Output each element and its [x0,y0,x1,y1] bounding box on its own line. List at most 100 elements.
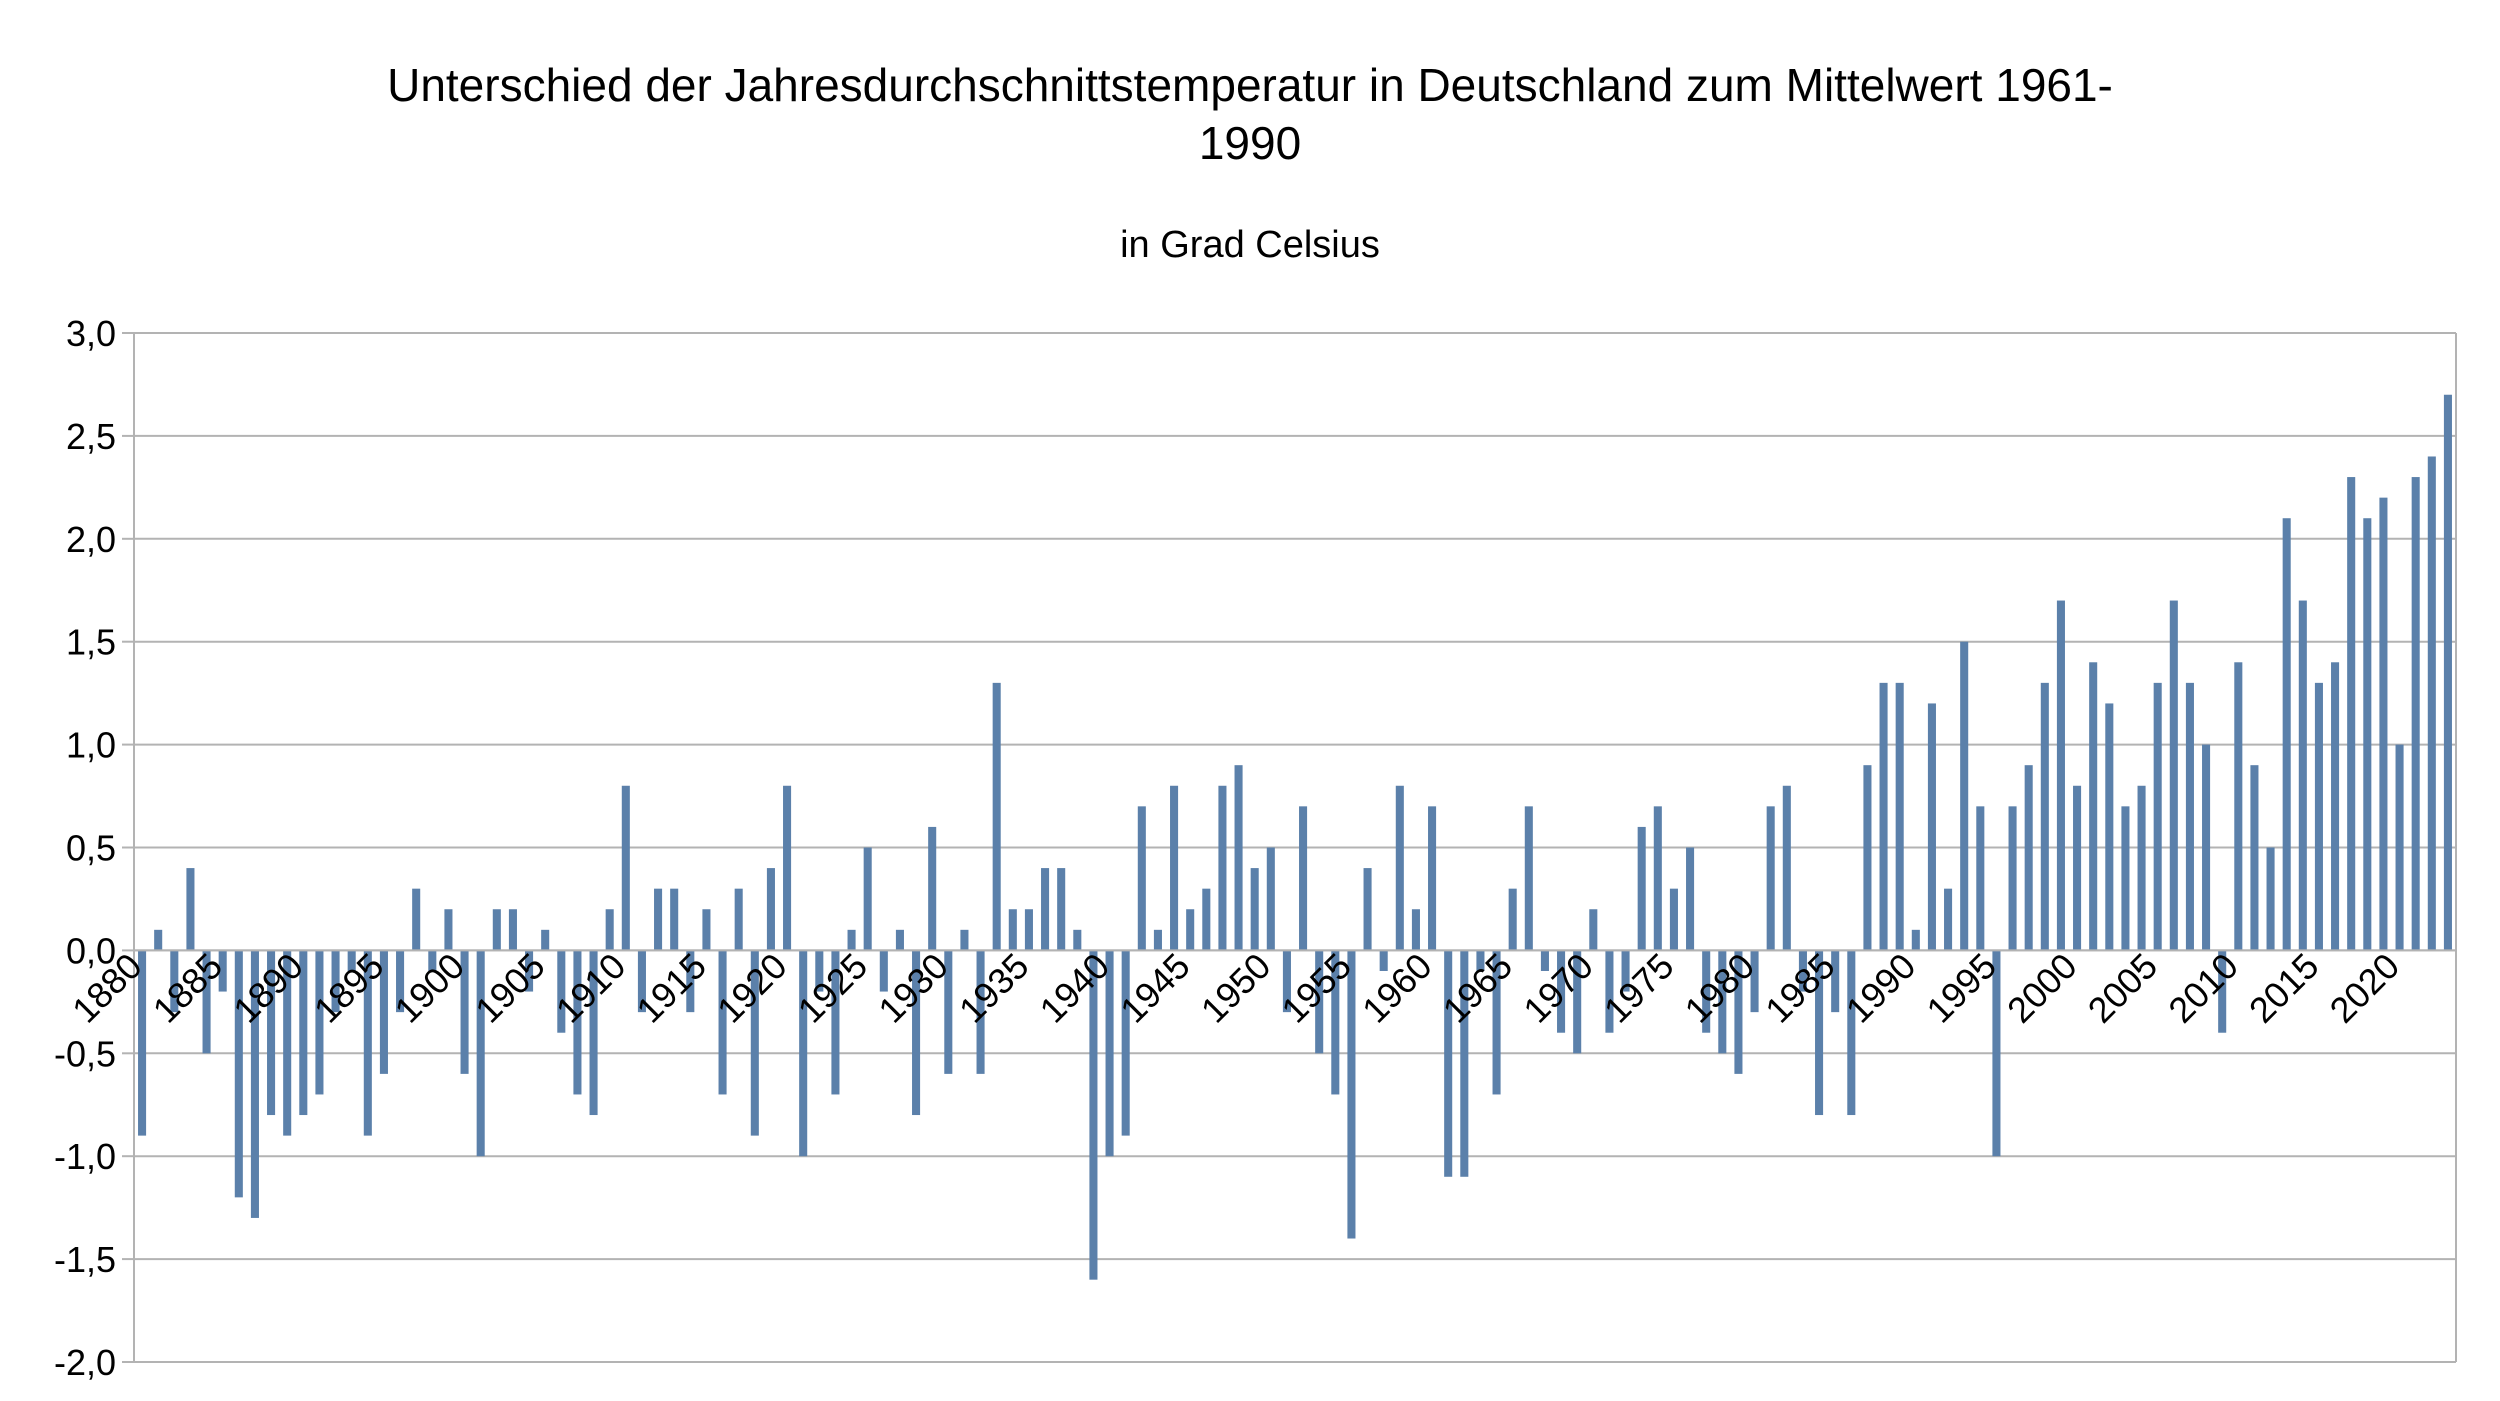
bar-1905 [525,950,534,992]
bar-1949 [1234,765,1243,951]
bar-1999 [2040,682,2049,951]
bar-1978 [1702,950,1711,1033]
bar-1964 [1476,950,1485,971]
bar-1959 [1395,785,1404,951]
bar-1919 [750,950,759,1136]
bar-1911 [621,785,630,951]
bar-2004 [2121,806,2130,951]
bar-1904 [508,909,517,951]
chart-title: Unterschied der Jahresdurchschnittstempe… [0,56,2500,172]
bar-1890 [283,950,292,1136]
bar-1910 [605,909,614,951]
bar-1926 [863,847,872,951]
bar-1931 [944,950,953,1074]
y-tick-label: -1,5 [54,1239,116,1280]
bar-2022 [2411,477,2420,951]
bar-1922 [799,950,808,1157]
bar-1973 [1621,950,1630,992]
bar-1966 [1508,888,1517,951]
bar-2016 [2314,682,2323,951]
bar-1914 [670,888,679,951]
x-tick-label: 1885 [145,945,231,1031]
bar-2024 [2443,394,2452,951]
bar-2002 [2089,662,2098,951]
bar-1942 [1121,950,1130,1136]
y-tick-label: 0,0 [66,930,116,971]
bar-1915 [686,950,695,1013]
chart-title-line-2: 1990 [1198,117,1302,169]
bar-1993 [1944,888,1953,951]
bar-1954 [1315,950,1324,1054]
bar-1988 [1863,765,1872,951]
bar-1906 [541,929,550,951]
bar-1982 [1766,806,1775,951]
bar-1912 [637,950,646,1013]
bar-2005 [2137,785,2146,951]
bar-2020 [2379,497,2388,951]
bar-1921 [783,785,792,951]
x-tick-label: 2015 [2241,945,2327,1031]
bar-1979 [1718,950,1727,1054]
bar-1997 [2008,806,2017,951]
bar-1903 [492,909,501,951]
bar-2015 [2298,600,2307,951]
y-tick-label: 1,5 [66,622,116,663]
bar-1897 [396,950,405,1013]
bar-1974 [1637,826,1646,951]
bar-1960 [1411,909,1420,951]
bar-1998 [2024,765,2033,951]
bar-1891 [299,950,308,1116]
bar-1943 [1137,806,1146,951]
bar-1934 [992,682,1001,951]
bar-2017 [2331,662,2340,951]
bar-1927 [879,950,888,992]
bar-1881 [138,950,147,1136]
bar-1969 [1557,950,1566,1033]
bar-1996 [1992,950,2001,1157]
plot-frame [133,333,2457,1362]
bar-1961 [1428,806,1437,951]
bar-1883 [170,950,179,1013]
bar-1916 [702,909,711,951]
bar-1970 [1573,950,1582,1054]
bar-2010 [2218,950,2227,1033]
bars [138,394,2452,1280]
bar-1885 [202,950,211,1054]
bar-1971 [1589,909,1598,951]
x-tick-label: 1950 [1193,945,1279,1031]
y-tick-label: 2,0 [66,519,116,560]
bar-2009 [2202,744,2211,951]
bar-1951 [1266,847,1275,951]
y-tick-label: -1,0 [54,1136,116,1177]
bar-2003 [2105,703,2114,951]
bar-1882 [154,929,163,951]
bar-1965 [1492,950,1501,1095]
bar-1968 [1540,950,1549,971]
bar-2007 [2169,600,2178,951]
bar-2018 [2347,477,2356,951]
x-axis-tick-labels: 1880188518901895190019051910191519201925… [64,945,2407,1031]
bar-1928 [895,929,904,951]
bar-1967 [1524,806,1533,951]
bar-1952 [1282,950,1291,1013]
bar-1887 [234,950,243,1198]
bar-1896 [379,950,388,1074]
x-tick-label: 2000 [1999,945,2085,1031]
bar-1901 [460,950,469,1074]
bar-1935 [1008,909,1017,951]
bar-2008 [2185,682,2194,951]
bar-1930 [928,826,937,951]
bar-1895 [363,950,372,1136]
bar-1990 [1895,682,1904,951]
bar-1920 [766,868,775,951]
y-tick-label: 3,0 [66,313,116,354]
bar-1994 [1960,641,1969,951]
bar-1937 [1041,868,1050,951]
bar-1981 [1750,950,1759,1013]
bar-1962 [1444,950,1453,1177]
y-tick-label: 1,0 [66,725,116,766]
bar-1984 [1798,950,1807,992]
chart-title-line-1: Unterschied der Jahresdurchschnittstempe… [387,59,2113,111]
bar-1956 [1347,950,1356,1239]
y-tick-label: -0,5 [54,1033,116,1074]
